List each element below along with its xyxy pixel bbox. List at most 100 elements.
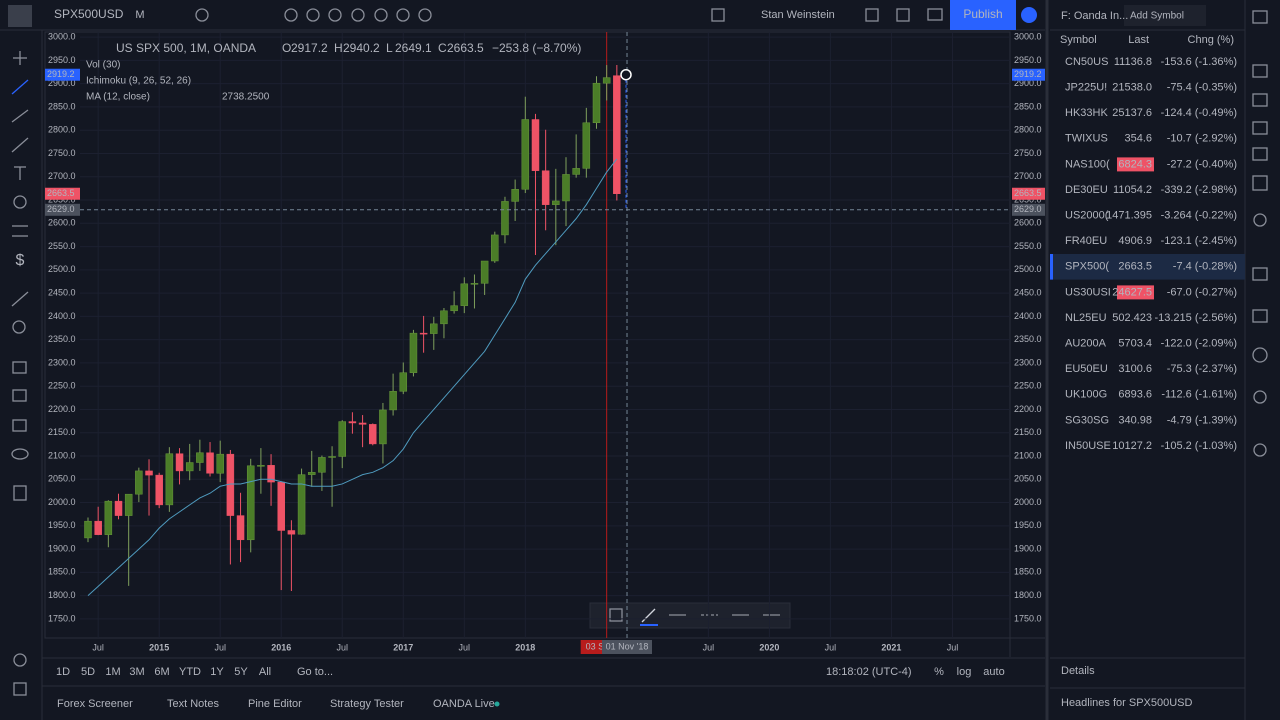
- y-tick-label: 1950.0: [48, 520, 76, 530]
- x-tick-label: Jul: [336, 642, 348, 652]
- bottom-tab[interactable]: Text Notes: [167, 698, 219, 710]
- indicator-label[interactable]: MA (12, close): [86, 92, 150, 103]
- range-button[interactable]: 5Y: [234, 666, 248, 678]
- row-symbol[interactable]: NL25EU: [1065, 312, 1107, 324]
- row-change: -10.7 (-2.92%): [1167, 133, 1237, 145]
- clock: 18:18:02 (UTC-4): [826, 666, 912, 678]
- ohlc-value: 2649.1: [395, 41, 432, 55]
- row-symbol[interactable]: US2000(: [1065, 210, 1109, 222]
- candle-body: [307, 472, 316, 475]
- row-last: 10127.2: [1112, 440, 1152, 452]
- indicator-label[interactable]: Ichimoku (9, 26, 52, 26): [86, 76, 191, 87]
- row-last: 21538.0: [1112, 82, 1152, 94]
- range-button[interactable]: 5D: [81, 666, 95, 678]
- range-button[interactable]: YTD: [179, 666, 201, 678]
- marker-label: 03 S: [586, 641, 605, 651]
- row-symbol[interactable]: UK100G: [1065, 389, 1107, 401]
- y-tick-label: 2750.0: [48, 148, 76, 158]
- candle-body: [440, 310, 448, 325]
- row-symbol[interactable]: CN50US: [1065, 56, 1108, 68]
- y-tick-label: 2550.0: [48, 241, 76, 251]
- candle-body: [379, 409, 387, 445]
- bottom-tab[interactable]: Strategy Tester: [330, 698, 404, 710]
- crosshair-date-tag: [602, 640, 653, 654]
- range-button[interactable]: 3M: [129, 666, 144, 678]
- symbol[interactable]: SPX500USD: [54, 7, 124, 21]
- dollar-icon[interactable]: $: [16, 252, 25, 269]
- x-tick-label: Jul: [92, 642, 104, 652]
- row-change: -4.79 (-1.39%): [1167, 414, 1237, 426]
- headlines[interactable]: Headlines for SPX500USD: [1061, 697, 1193, 709]
- row-symbol[interactable]: EU50EU: [1065, 363, 1108, 375]
- auto-toggle[interactable]: auto: [983, 666, 1004, 678]
- range-button[interactable]: 6M: [154, 666, 169, 678]
- row-last: 354.6: [1124, 133, 1152, 145]
- y-tick-label: 2300.0: [1014, 357, 1042, 367]
- price-tag: [45, 203, 80, 216]
- candle-body: [399, 372, 408, 392]
- row-symbol[interactable]: HK33HK: [1065, 107, 1108, 119]
- column-header: Chng (%): [1188, 34, 1234, 46]
- row-last: 4906.9: [1118, 235, 1152, 247]
- y-tick-label: 1800.0: [1014, 590, 1042, 600]
- candle-body: [419, 332, 428, 335]
- bottom-tab[interactable]: Forex Screener: [57, 698, 133, 710]
- price-tag: [1012, 68, 1045, 81]
- candle-body: [430, 323, 438, 334]
- range-button[interactable]: 1Y: [210, 666, 224, 678]
- range-button[interactable]: 1M: [105, 666, 120, 678]
- watchlist-title[interactable]: F: Oanda In...: [1061, 10, 1128, 22]
- candle-body: [562, 174, 570, 202]
- row-symbol[interactable]: DE30EU: [1065, 184, 1108, 196]
- row-symbol[interactable]: SPX500(: [1065, 261, 1109, 273]
- user[interactable]: Stan Weinstein: [761, 9, 835, 21]
- y-tick-label: 2100.0: [48, 450, 76, 460]
- y-tick-label: 2500.0: [48, 264, 76, 274]
- publish-button[interactable]: [950, 0, 1016, 30]
- price-tag-label: 2919.2: [1014, 69, 1042, 79]
- candle-body: [409, 332, 418, 373]
- publish-label[interactable]: Publish: [963, 7, 1002, 21]
- candle-body: [196, 452, 204, 463]
- bottom-tab[interactable]: Pine Editor: [248, 698, 302, 710]
- play-button[interactable]: [1021, 7, 1037, 23]
- percent-toggle[interactable]: %: [934, 666, 944, 678]
- row-change: -112.6 (-1.61%): [1161, 389, 1237, 401]
- avatar[interactable]: [8, 5, 32, 27]
- row-change: -122.0 (-2.09%): [1161, 338, 1237, 350]
- measure-handle[interactable]: [620, 68, 632, 81]
- add-symbol[interactable]: Add Symbol: [1130, 11, 1184, 22]
- y-tick-label: 3000.0: [48, 31, 76, 41]
- candle-body: [257, 465, 265, 467]
- interval[interactable]: M: [135, 9, 144, 21]
- row-symbol[interactable]: AU200A: [1065, 338, 1107, 350]
- log-toggle[interactable]: log: [957, 666, 972, 678]
- ohlc-letter: L: [386, 41, 393, 55]
- y-tick-label: 1750.0: [48, 613, 76, 623]
- range-button[interactable]: 1D: [56, 666, 70, 678]
- bottom-tab[interactable]: OANDA Live: [433, 698, 495, 710]
- candle-body: [145, 470, 153, 476]
- price-tag-label: 2663.5: [1014, 188, 1042, 198]
- goto[interactable]: Go to...: [297, 666, 333, 678]
- add-symbol-box[interactable]: [1124, 5, 1206, 26]
- range-button[interactable]: All: [259, 666, 271, 678]
- price-tag: [1012, 187, 1045, 200]
- y-tick-label: 1950.0: [1014, 520, 1042, 530]
- details[interactable]: Details: [1061, 665, 1095, 677]
- row-symbol[interactable]: IN50USE: [1065, 440, 1111, 452]
- row-symbol[interactable]: US30USI: [1065, 286, 1111, 298]
- y-tick-label: 2400.0: [1014, 311, 1042, 321]
- row-symbol[interactable]: NAS100(: [1065, 158, 1110, 170]
- row-change: -13.215 (-2.56%): [1154, 312, 1237, 324]
- indicator-label[interactable]: Vol (30): [86, 60, 120, 71]
- row-last: 502.423: [1112, 312, 1152, 324]
- row-symbol[interactable]: SG30SG: [1065, 414, 1109, 426]
- row-symbol[interactable]: TWIXUS: [1065, 133, 1108, 145]
- row-symbol[interactable]: FR40EU: [1065, 235, 1107, 247]
- row-change: -105.2 (-1.03%): [1161, 440, 1237, 452]
- row-symbol[interactable]: JP225U!: [1065, 82, 1107, 94]
- candle-body: [175, 453, 184, 472]
